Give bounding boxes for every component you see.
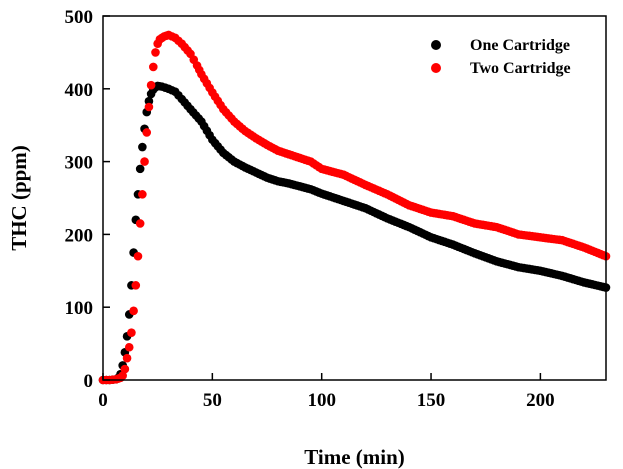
data-point	[127, 328, 136, 337]
points-layer	[98, 30, 611, 385]
data-point	[122, 353, 132, 363]
x-tick-label: 200	[526, 390, 555, 411]
data-point	[135, 219, 145, 228]
y-tick-label: 100	[65, 298, 94, 319]
data-point	[124, 342, 134, 352]
legend-marker-one-cartridge	[431, 40, 441, 50]
data-point	[118, 371, 127, 380]
y-axis-title: THC (ppm)	[7, 145, 31, 251]
legend: One Cartridge Two Cartridge	[431, 37, 571, 77]
x-tick-label: 50	[203, 390, 222, 411]
data-point	[151, 48, 160, 57]
legend-label-one-cartridge: One Cartridge	[470, 37, 570, 54]
data-point	[131, 281, 141, 290]
series-one-cartridge	[98, 81, 611, 385]
data-point	[138, 190, 147, 199]
y-tick-label: 200	[65, 225, 94, 246]
data-point	[135, 164, 145, 174]
legend-marker-two-cartridge	[431, 63, 441, 73]
x-tick-label: 150	[417, 390, 446, 411]
data-point	[149, 62, 158, 72]
data-point	[120, 364, 130, 374]
y-tick-label: 500	[65, 7, 94, 28]
data-point	[138, 142, 147, 152]
series-two-cartridge	[98, 30, 611, 385]
y-tick-label: 0	[84, 371, 94, 392]
x-tick-label: 100	[307, 390, 336, 411]
x-tick-label: 0	[98, 390, 108, 411]
y-tick-label: 400	[65, 80, 94, 101]
data-point	[140, 157, 149, 166]
data-point	[146, 80, 156, 90]
y-tick-label: 300	[65, 153, 94, 174]
data-point	[129, 306, 138, 316]
plot-area-frame	[102, 15, 607, 381]
legend-label-two-cartridge: Two Cartridge	[470, 60, 571, 77]
data-point	[133, 251, 143, 261]
data-point	[144, 102, 154, 112]
data-point	[142, 128, 152, 137]
x-axis-title: Time (min)	[304, 445, 405, 469]
axis-ticks: 0 50 100 150 200 0 100 200 300 400 500	[65, 7, 555, 411]
